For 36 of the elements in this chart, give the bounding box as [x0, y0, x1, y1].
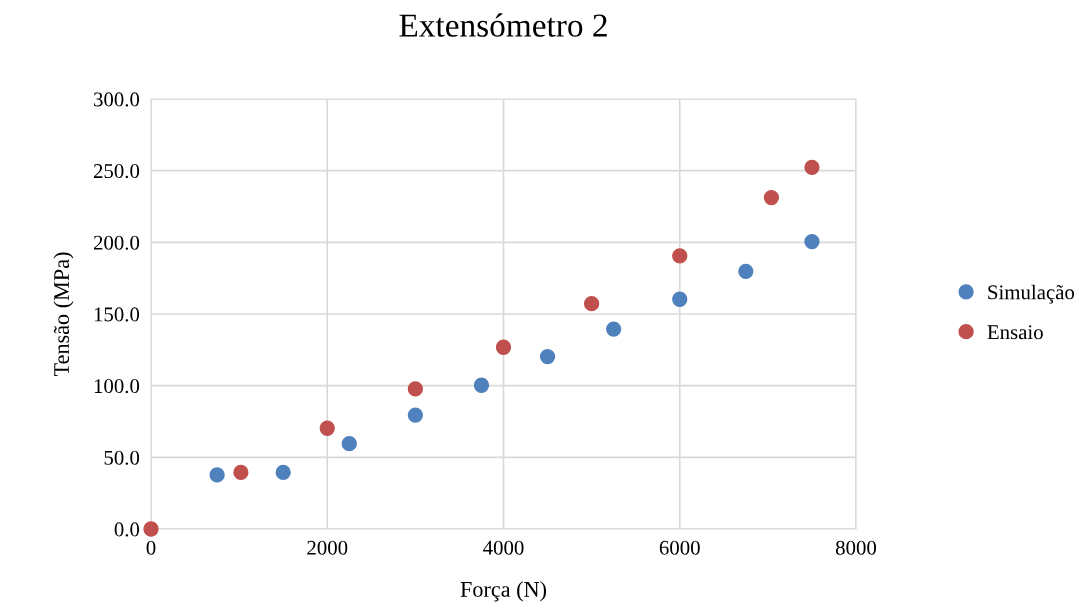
point	[341, 436, 357, 452]
y-axis-title: Tensão (MPa)	[53, 252, 74, 377]
x-tick-label: 6000	[659, 540, 700, 555]
y-tick-label: 150.0	[94, 307, 140, 322]
point	[473, 377, 490, 393]
x-axis-title: Força (N)	[460, 581, 547, 602]
point	[672, 291, 688, 307]
point	[407, 407, 424, 423]
point	[143, 521, 159, 537]
point	[804, 233, 820, 250]
chart-title: Extensómetro 2	[399, 13, 607, 37]
point	[275, 464, 291, 481]
y-tick-label: 100.0	[94, 379, 140, 394]
y-tick-label: 250.0	[93, 164, 140, 179]
point	[407, 381, 424, 397]
legend-label: Simulação	[988, 284, 1075, 304]
x-tick-label: 4000	[483, 540, 524, 555]
point	[233, 464, 249, 481]
y-tick-label: 0.0	[114, 522, 140, 537]
point	[539, 348, 556, 365]
y-tick-label: 50.0	[104, 450, 140, 465]
point	[495, 339, 512, 355]
x-tick-label: 2000	[307, 540, 348, 555]
x-tick-label: 0	[146, 540, 156, 555]
point	[583, 296, 600, 312]
point	[672, 248, 688, 264]
point	[763, 189, 780, 206]
y-tick-label: 300.0	[94, 92, 140, 107]
point	[738, 263, 754, 279]
legend-label: Ensaio	[987, 325, 1043, 340]
point	[606, 321, 622, 337]
point	[209, 467, 225, 483]
point	[319, 420, 335, 436]
x-tick-label: 8000	[835, 540, 877, 555]
point	[804, 159, 820, 176]
y-tick-label: 200.0	[93, 235, 140, 250]
